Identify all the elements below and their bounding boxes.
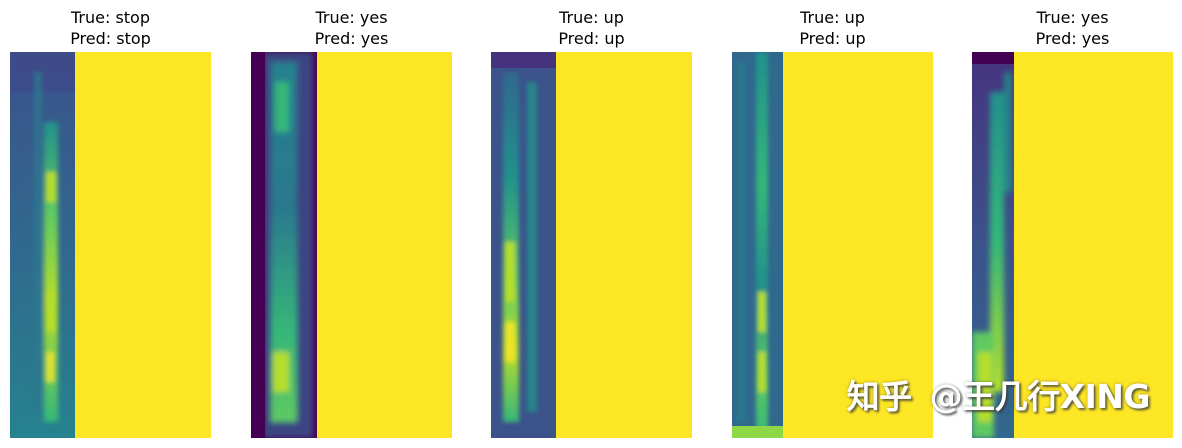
heatmap-background (491, 52, 556, 438)
spectrogram-panel-3: True: up Pred: up (491, 0, 692, 448)
true-label: True: stop (70, 8, 150, 27)
padding-region (1014, 52, 1173, 438)
pred-label: Pred: up (799, 29, 866, 48)
spectrogram-panel-4: True: up Pred: up (732, 0, 933, 448)
padding-region (317, 52, 452, 438)
pred-label: Pred: yes (1035, 29, 1110, 48)
signal-hot-2 (978, 352, 992, 422)
signal-hot-2 (46, 292, 56, 332)
true-label: True: yes (315, 8, 388, 27)
signal-band-2 (527, 82, 537, 412)
pred-label: Pred: yes (314, 29, 389, 48)
heatmap-top-dark (972, 52, 1014, 64)
pred-label: Pred: stop (70, 29, 151, 48)
signal-band (990, 92, 1004, 392)
spectrogram-image (732, 52, 933, 438)
heatmap-top-dark (10, 52, 75, 92)
signal-hot-2 (275, 82, 289, 132)
heatmap-background (10, 52, 75, 438)
padding-region (783, 52, 933, 438)
spectrogram-panel-1: True: stop Pred: stop (10, 0, 211, 448)
signal-hot-1 (46, 172, 56, 202)
padding-region (75, 52, 211, 438)
true-label: True: up (559, 8, 624, 27)
signal-band (756, 52, 768, 438)
watermark: 知乎 @王几行XING (846, 377, 1151, 417)
heatmap-bottom-bright (732, 426, 783, 438)
signal-hot-1 (273, 352, 289, 392)
signal-band-left (736, 62, 746, 422)
spectrogram-image (10, 52, 211, 438)
spectrogram-panel-2: True: yes Pred: yes (251, 0, 452, 448)
signal-band-right (1004, 72, 1012, 192)
spectrogram-image (251, 52, 452, 438)
signal-hot-2 (505, 322, 515, 362)
signal-hot-1 (505, 242, 515, 302)
signal-band-faint (34, 72, 42, 412)
spectrogram-panel-5: True: yes Pred: yes (972, 0, 1173, 448)
signal-hot-1 (758, 292, 766, 332)
heatmap-top-dark (251, 52, 265, 438)
spectrogram-image (491, 52, 692, 438)
spectrogram-image (972, 52, 1173, 438)
pred-label: Pred: up (558, 29, 625, 48)
true-label: True: up (800, 8, 865, 27)
signal-hot-2 (758, 352, 766, 392)
watermark-handle: @王几行XING (929, 377, 1151, 416)
heatmap-top-dark (491, 52, 556, 68)
true-label: True: yes (1036, 8, 1109, 27)
watermark-brand: 知乎 (846, 377, 913, 416)
signal-hot-3 (46, 352, 54, 382)
padding-region (556, 52, 692, 438)
